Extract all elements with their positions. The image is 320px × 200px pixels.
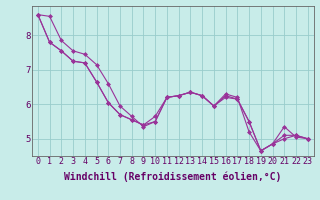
- X-axis label: Windchill (Refroidissement éolien,°C): Windchill (Refroidissement éolien,°C): [64, 172, 282, 182]
